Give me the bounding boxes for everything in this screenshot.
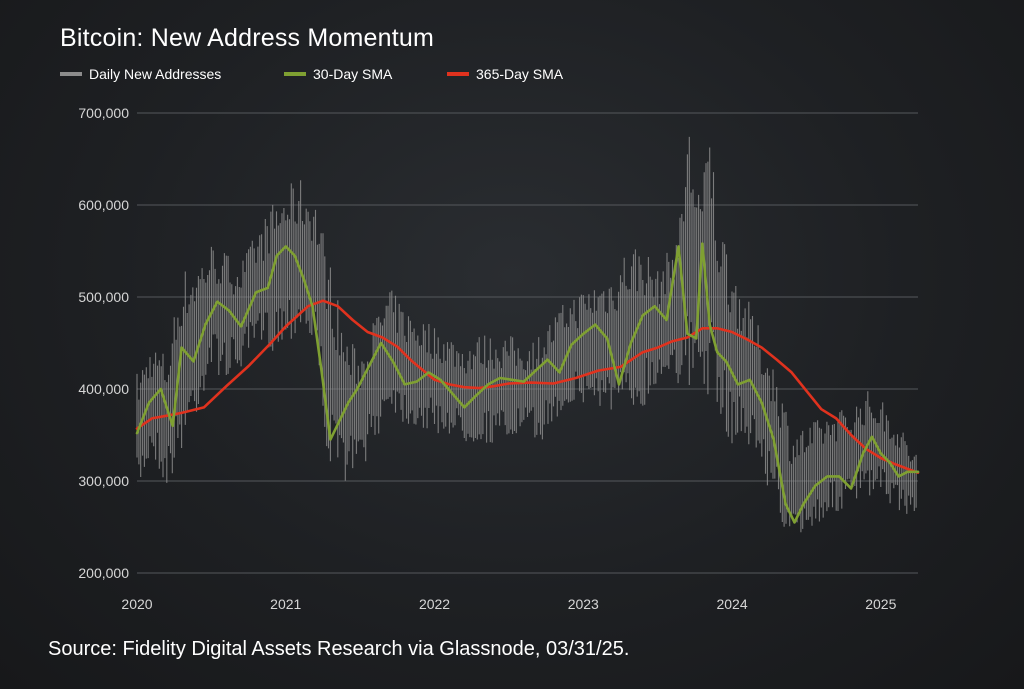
y-tick-label: 600,000 <box>78 197 129 213</box>
x-tick-label: 2021 <box>270 596 301 612</box>
legend-swatch-sma365 <box>447 72 469 76</box>
y-tick-label: 300,000 <box>78 473 129 489</box>
sma30-series <box>135 242 920 524</box>
legend-label-sma365: 365-Day SMA <box>476 66 564 82</box>
y-axis-ticks: 200,000 300,000 400,000 500,000 600,000 700,0… <box>78 105 129 581</box>
x-tick-label: 2020 <box>121 596 152 612</box>
sma365-line <box>135 299 920 475</box>
source-note: Source: Fidelity Digital Assets Research… <box>48 638 630 660</box>
daily-new-addresses-spikes <box>136 136 917 533</box>
legend-item-sma365: 365-Day SMA <box>447 66 563 82</box>
legend-swatch-sma30 <box>284 72 306 76</box>
y-tick-label: 200,000 <box>78 565 129 581</box>
sma30-line <box>135 242 920 524</box>
x-axis-ticks: 2020 2021 2022 2023 2024 2025 <box>121 596 896 612</box>
x-tick-label: 2023 <box>568 596 599 612</box>
y-tick-label: 500,000 <box>78 289 129 305</box>
x-tick-label: 2024 <box>716 596 747 612</box>
sma365-series <box>135 299 920 475</box>
legend-swatch-daily <box>60 72 82 76</box>
legend-item-daily: Daily New Addresses <box>60 66 221 82</box>
x-tick-label: 2025 <box>865 596 896 612</box>
chart-title: Bitcoin: New Address Momentum <box>60 24 435 52</box>
gridlines <box>137 112 918 574</box>
legend-label-sma30: 30-Day SMA <box>313 66 393 82</box>
legend-item-sma30: 30-Day SMA <box>284 66 392 82</box>
y-tick-label: 400,000 <box>78 381 129 397</box>
daily-new-addresses-series <box>136 136 917 533</box>
y-tick-label: 700,000 <box>78 105 129 121</box>
legend-label-daily: Daily New Addresses <box>89 66 222 82</box>
x-tick-label: 2022 <box>419 596 450 612</box>
